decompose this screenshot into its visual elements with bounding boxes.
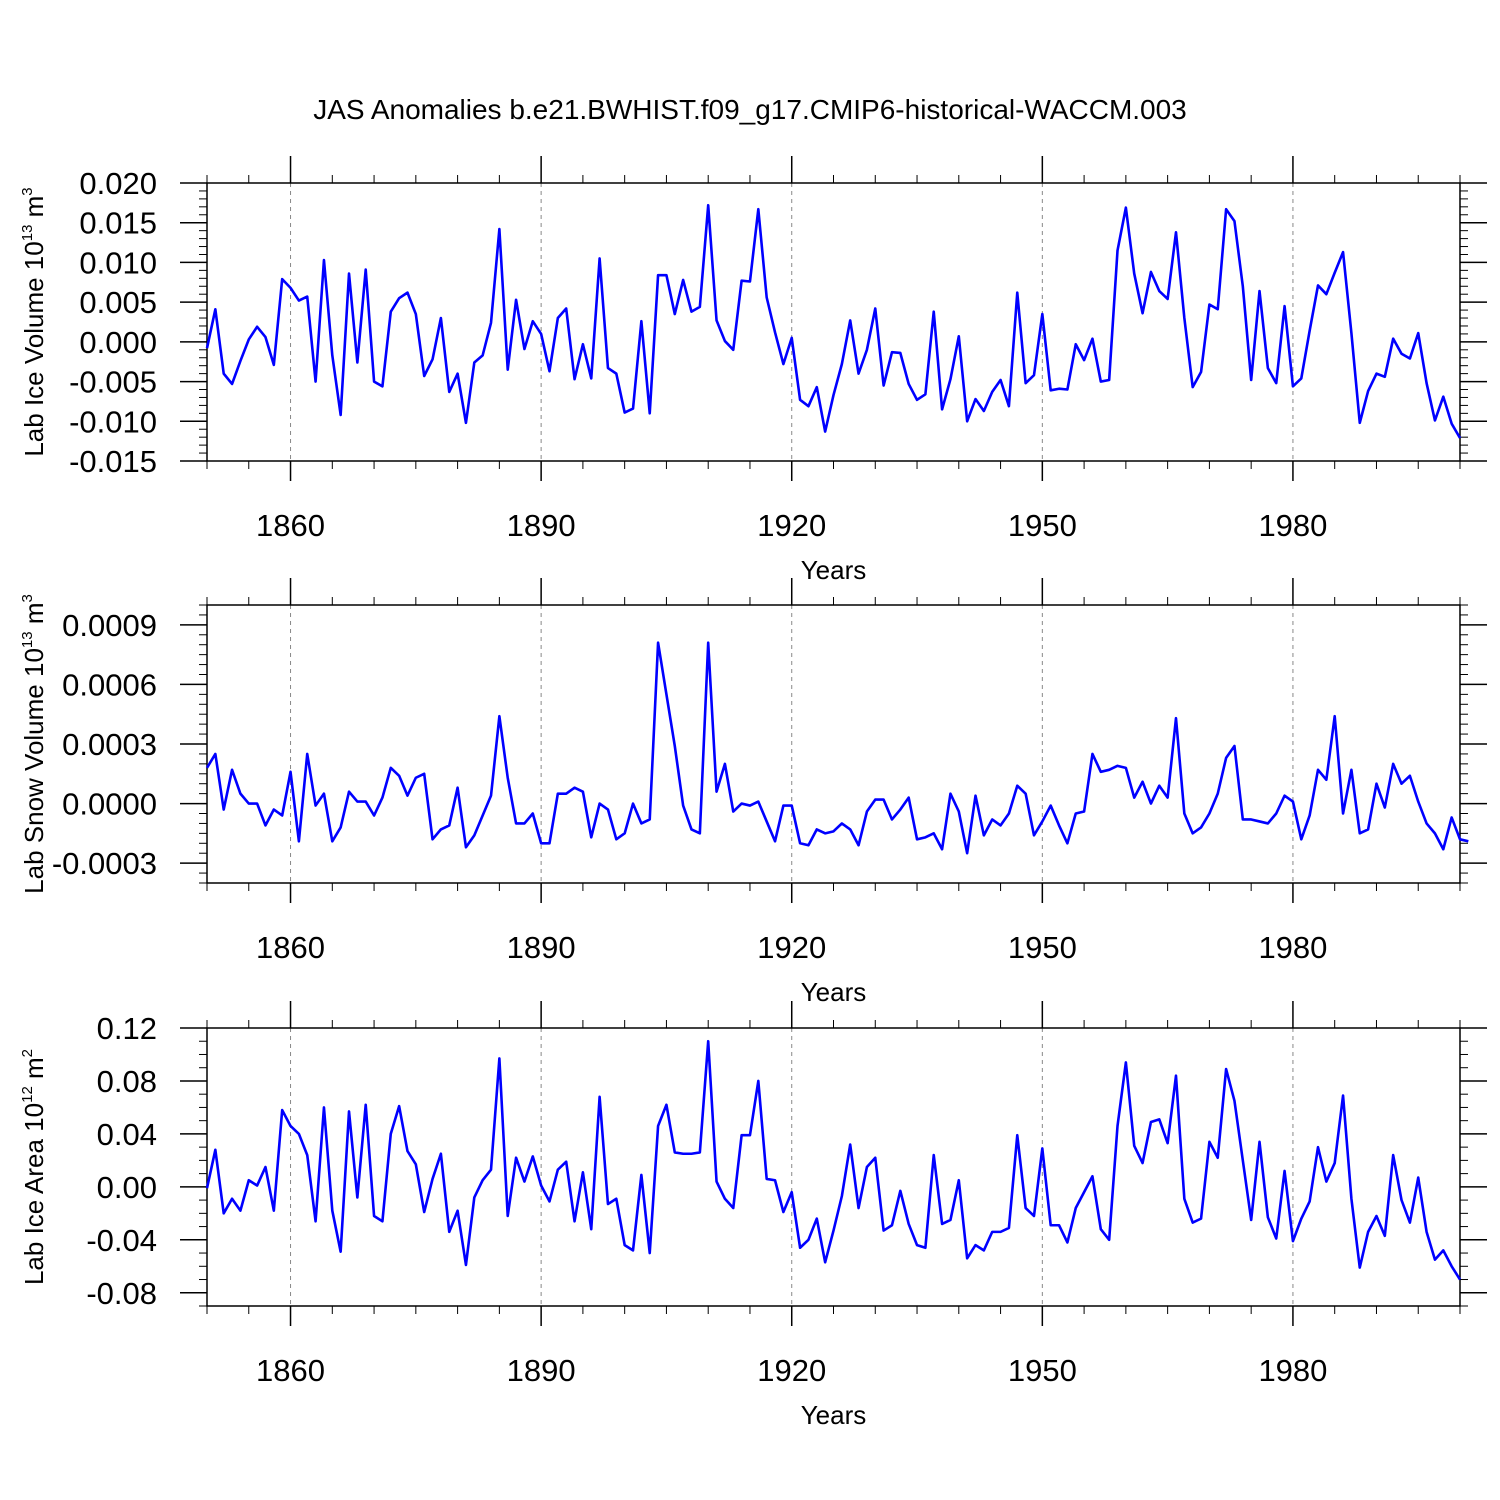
y-tick-label: -0.08 bbox=[86, 1276, 157, 1311]
panel-1: 1860 1890 1920 1950 1980 -0.015 -0.010 -0.005 0.… bbox=[19, 156, 1487, 585]
chart-title: JAS Anomalies b.e21.BWHIST.f09_g17.CMIP6… bbox=[313, 94, 1187, 125]
x-tick-label: 1890 bbox=[507, 1353, 576, 1388]
data-series-line bbox=[205, 203, 1462, 439]
y-tick-label: 0.010 bbox=[79, 245, 157, 280]
y-tick-label: 0.005 bbox=[79, 285, 157, 320]
y-tick-label: 0.04 bbox=[97, 1117, 157, 1152]
x-tick-label: 1950 bbox=[1008, 930, 1077, 965]
y-tick-label: 0.0009 bbox=[62, 608, 157, 643]
x-tick-label: 1920 bbox=[757, 930, 826, 965]
x-tick-label: 1890 bbox=[507, 508, 576, 543]
y-tick-label: 0.08 bbox=[97, 1064, 157, 1099]
y-tick-label: -0.0003 bbox=[52, 846, 157, 881]
plot-frame bbox=[206, 1027, 1461, 1307]
y-tick-label: 0.12 bbox=[97, 1011, 157, 1046]
x-tick-label: 1950 bbox=[1008, 508, 1077, 543]
y-tick-label: -0.010 bbox=[69, 404, 157, 439]
plot-frame bbox=[206, 604, 1461, 884]
y-axis-title: Lab Ice Area 1012 m2 bbox=[19, 1049, 49, 1285]
x-tick-label: 1980 bbox=[1258, 930, 1327, 965]
x-tick-label: 1860 bbox=[256, 1353, 325, 1388]
panels: 1860 1890 1920 1950 1980 -0.015 -0.010 -0.005 0.… bbox=[19, 156, 1487, 1430]
x-tick-label: 1950 bbox=[1008, 1353, 1077, 1388]
x-tick-label: 1920 bbox=[757, 1353, 826, 1388]
x-tick-label: 1980 bbox=[1258, 1353, 1327, 1388]
y-tick-label: 0.0003 bbox=[62, 727, 157, 762]
x-axis-title: Years bbox=[801, 977, 867, 1007]
y-tick-label: 0.000 bbox=[79, 325, 157, 360]
x-tick-label: 1920 bbox=[757, 508, 826, 543]
x-axis-title: Years bbox=[801, 555, 867, 585]
y-tick-label: 0.00 bbox=[97, 1170, 157, 1205]
x-tick-label: 1980 bbox=[1258, 508, 1327, 543]
y-tick-label: -0.04 bbox=[86, 1223, 157, 1258]
y-tick-label: 0.020 bbox=[79, 166, 157, 201]
y-tick-label: 0.0006 bbox=[62, 667, 157, 702]
data-series-line bbox=[205, 641, 1469, 855]
plot-frame bbox=[206, 182, 1461, 462]
y-tick-label: 0.0000 bbox=[62, 787, 157, 822]
y-tick-label: -0.005 bbox=[69, 365, 157, 400]
panel-3: 1860 1890 1920 1950 1980 -0.08 -0.04 0.00 0.04 0.… bbox=[19, 1001, 1487, 1430]
x-tick-label: 1860 bbox=[256, 930, 325, 965]
y-axis-title: Lab Ice Volume 1013 m3 bbox=[19, 187, 49, 456]
y-tick-label: 0.015 bbox=[79, 206, 157, 241]
x-tick-label: 1860 bbox=[256, 508, 325, 543]
y-tick-label: -0.015 bbox=[69, 444, 157, 479]
x-tick-label: 1890 bbox=[507, 930, 576, 965]
panel-2: 1860 1890 1920 1950 1980 -0.0003 0.0000 0.0003 0… bbox=[19, 578, 1487, 1007]
y-axis-title: Lab Snow Volume 1013 m3 bbox=[19, 594, 49, 894]
data-series-line bbox=[205, 1039, 1462, 1281]
x-axis-title: Years bbox=[801, 1400, 867, 1430]
